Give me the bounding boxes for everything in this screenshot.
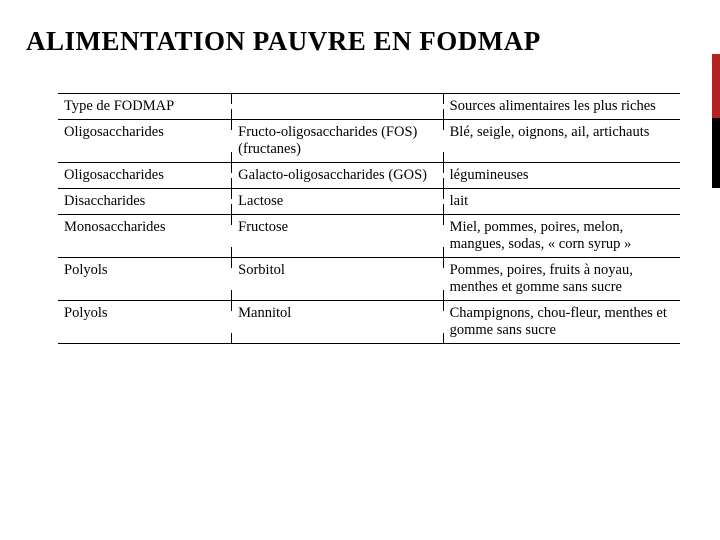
cell: Fructose (232, 215, 443, 258)
cell (232, 94, 443, 120)
cell: légumineuses (444, 163, 680, 189)
cell: Polyols (58, 258, 232, 301)
cell: Fructo-oligosaccharides (FOS) (fructanes… (232, 120, 443, 163)
cell: Sources alimentaires les plus riches (444, 94, 680, 120)
cell: Oligosaccharides (58, 163, 232, 189)
cell: Lactose (232, 189, 443, 215)
cell: Pommes, poires, fruits à noyau, menthes … (444, 258, 680, 301)
table-row: Type de FODMAP Sources alimentaires les … (58, 94, 680, 120)
cell: Disaccharides (58, 189, 232, 215)
table-row: Monosaccharides Fructose Miel, pommes, p… (58, 215, 680, 258)
table-row: Polyols Mannitol Champignons, chou-fleur… (58, 301, 680, 344)
cell: Oligosaccharides (58, 120, 232, 163)
cell: Type de FODMAP (58, 94, 232, 120)
page-title: ALIMENTATION PAUVRE EN FODMAP (0, 0, 720, 57)
fodmap-table: Type de FODMAP Sources alimentaires les … (58, 93, 680, 344)
cell: Miel, pommes, poires, melon, mangues, so… (444, 215, 680, 258)
cell: Champignons, chou-fleur, menthes et gomm… (444, 301, 680, 344)
cell: Polyols (58, 301, 232, 344)
cell: lait (444, 189, 680, 215)
accent-bar-red (712, 54, 720, 118)
fodmap-table-wrap: Type de FODMAP Sources alimentaires les … (0, 57, 720, 344)
cell: Mannitol (232, 301, 443, 344)
table-row: Polyols Sorbitol Pommes, poires, fruits … (58, 258, 680, 301)
cell: Sorbitol (232, 258, 443, 301)
cell: Blé, seigle, oignons, ail, artichauts (444, 120, 680, 163)
table-row: Oligosaccharides Galacto-oligosaccharide… (58, 163, 680, 189)
cell: Galacto-oligosaccharides (GOS) (232, 163, 443, 189)
table-row: Disaccharides Lactose lait (58, 189, 680, 215)
accent-bar-black (712, 118, 720, 188)
cell: Monosaccharides (58, 215, 232, 258)
table-row: Oligosaccharides Fructo-oligosaccharides… (58, 120, 680, 163)
